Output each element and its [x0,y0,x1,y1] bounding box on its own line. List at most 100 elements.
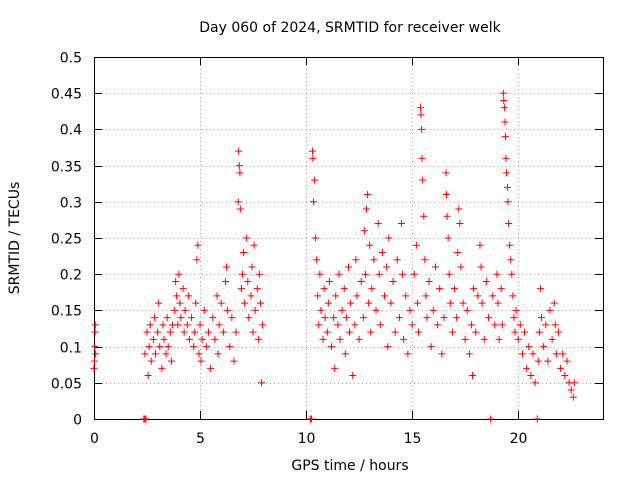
data-point [474,292,482,300]
data-point [559,350,567,358]
data-point [147,357,155,365]
data-point [241,299,249,307]
data-point [211,335,219,343]
data-point [381,292,389,300]
data-point [456,220,464,228]
data-point [341,350,349,358]
data-point [308,147,316,155]
data-point [418,125,426,133]
data-point [442,191,450,199]
data-point [175,270,183,278]
data-point [399,270,407,278]
data-point [256,299,264,307]
data-point [420,212,428,220]
data-point [316,270,324,278]
data-point [518,350,526,358]
data-point [404,350,412,358]
x-tick-label: 10 [298,431,316,447]
data-point [143,328,151,336]
data-point [224,306,232,314]
data-point [363,205,371,213]
data-point [422,292,430,300]
data-point [502,154,510,162]
data-point [423,314,431,322]
data-point [410,270,418,278]
data-point [328,343,336,351]
data-point [374,220,382,228]
data-point [197,357,205,365]
data-point [347,299,355,307]
data-point [563,357,571,365]
data-point [254,335,262,343]
data-point [331,364,339,372]
data-point [455,205,463,213]
data-point [366,241,374,249]
data-point [334,321,342,329]
data-point [418,154,426,162]
data-point [557,364,565,372]
data-point [487,415,495,423]
data-point [395,314,403,322]
data-point [150,314,158,322]
data-point [489,292,497,300]
data-point [90,364,98,372]
data-point [364,191,372,199]
y-tick-label: 0.5 [60,51,82,67]
data-point [391,328,399,336]
data-point [370,256,378,264]
data-point [470,285,478,293]
data-point [400,335,408,343]
data-point [442,169,450,177]
x-tick-label: 5 [196,431,205,447]
data-point [521,328,529,336]
data-point [235,162,243,170]
data-point [425,277,433,285]
data-point [493,270,501,278]
data-point [461,335,469,343]
data-point [309,154,317,162]
data-point [247,292,255,300]
data-point [228,314,236,322]
y-tick-label: 0.45 [51,87,82,103]
data-point [480,335,488,343]
data-point [248,263,256,271]
data-point [551,321,559,329]
data-point [351,321,359,329]
data-point [184,292,192,300]
data-point [494,299,502,307]
data-point [375,270,383,278]
data-point [236,169,244,177]
data-point [360,227,368,235]
data-point [434,321,442,329]
data-point [251,306,259,314]
data-point [174,321,182,329]
data-point [408,321,416,329]
data-point [507,256,515,264]
data-point [194,241,202,249]
data-point [512,306,520,314]
data-point [313,256,321,264]
data-point [533,415,541,423]
y-axis-label: SRMTID / TECUs [7,182,23,295]
y-tick-label: 0.4 [60,123,82,139]
x-tick-label: 0 [90,431,99,447]
data-point [478,299,486,307]
data-point [335,270,343,278]
data-point [459,299,467,307]
data-point [509,292,517,300]
data-point [214,350,222,358]
data-point [196,321,204,329]
data-point [258,379,266,387]
data-point [91,328,99,336]
data-point [221,277,229,285]
data-point [385,234,393,242]
data-point [484,314,492,322]
data-point [482,277,490,285]
data-point [469,372,477,380]
data-point [421,256,429,264]
data-point [387,299,395,307]
data-point [378,248,386,256]
data-point [472,328,480,336]
data-point [535,328,543,336]
data-point [569,393,577,401]
